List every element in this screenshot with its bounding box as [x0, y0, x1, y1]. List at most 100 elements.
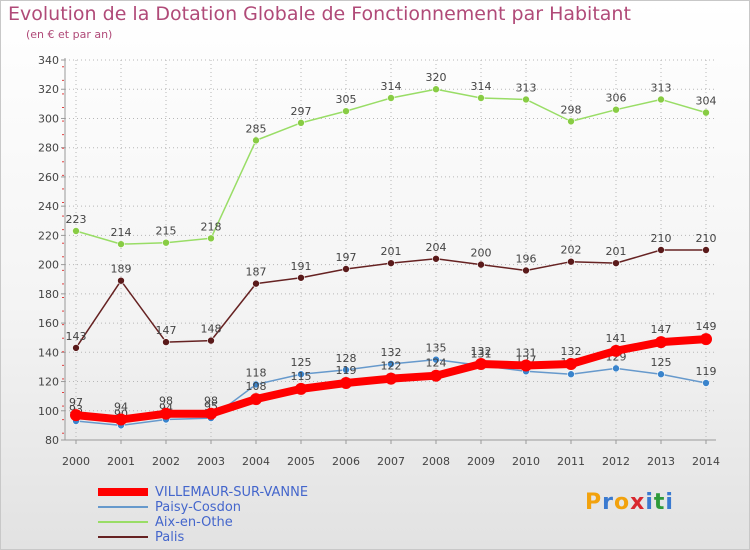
data-point-villemaur-sur-vanne — [115, 413, 127, 426]
data-point-palis — [522, 266, 530, 275]
data-label-paisy-cosdon: 119 — [696, 365, 717, 378]
data-label-paisy-cosdon: 118 — [246, 366, 267, 379]
data-label-paisy-cosdon: 128 — [336, 352, 357, 365]
data-label-villemaur-sur-vanne: 108 — [246, 380, 267, 393]
data-point-villemaur-sur-vanne — [565, 358, 577, 370]
data-point-palis — [72, 344, 80, 352]
data-point-palis — [207, 336, 215, 345]
data-label-paisy-cosdon: 135 — [426, 342, 447, 355]
legend-swatch-palis — [98, 536, 148, 538]
data-point-paisy-cosdon — [432, 355, 440, 364]
data-point-aix-en-othe — [567, 117, 575, 126]
data-point-aix-en-othe — [387, 94, 395, 102]
x-tick-label: 2007 — [377, 455, 405, 468]
logo-letter: i — [645, 490, 654, 515]
data-point-villemaur-sur-vanne — [70, 409, 82, 422]
y-tick-label: 80 — [45, 434, 59, 447]
data-point-paisy-cosdon — [297, 370, 305, 379]
data-label-villemaur-sur-vanne: 149 — [696, 320, 717, 333]
chart-title: Evolution de la Dotation Globale de Fonc… — [8, 3, 631, 25]
data-label-aix-en-othe: 320 — [426, 71, 447, 84]
data-point-paisy-cosdon — [342, 366, 350, 374]
data-label-palis: 197 — [336, 251, 357, 264]
data-point-aix-en-othe — [72, 227, 80, 235]
data-point-villemaur-sur-vanne — [385, 372, 397, 385]
data-label-palis: 191 — [291, 260, 312, 273]
data-point-villemaur-sur-vanne — [520, 359, 532, 372]
data-label-aix-en-othe: 285 — [246, 122, 267, 135]
data-point-aix-en-othe — [702, 108, 710, 117]
data-point-paisy-cosdon — [612, 364, 620, 373]
legend-label-villemaur: VILLEMAUR-SUR-VANNE — [155, 485, 309, 500]
data-point-aix-en-othe — [657, 95, 665, 104]
x-tick-label: 2006 — [332, 455, 360, 468]
data-point-palis — [657, 246, 665, 254]
x-tick-label: 2012 — [602, 455, 630, 468]
logo-letter: r — [602, 490, 614, 515]
data-point-palis — [612, 259, 620, 267]
data-label-aix-en-othe: 218 — [201, 220, 222, 233]
x-tick-label: 2013 — [647, 455, 675, 468]
data-point-paisy-cosdon — [702, 379, 710, 387]
data-point-villemaur-sur-vanne — [475, 358, 487, 370]
data-label-aix-en-othe: 314 — [381, 80, 402, 93]
data-label-paisy-cosdon: 132 — [381, 346, 402, 359]
data-point-villemaur-sur-vanne — [700, 333, 712, 346]
data-label-villemaur-sur-vanne: 115 — [291, 370, 312, 383]
data-point-villemaur-sur-vanne — [610, 344, 622, 357]
logo-letter: t — [653, 490, 666, 515]
data-label-villemaur-sur-vanne: 124 — [426, 357, 447, 370]
y-tick-label: 260 — [38, 171, 59, 184]
x-tick-label: 2004 — [242, 455, 270, 468]
data-point-villemaur-sur-vanne — [295, 382, 307, 395]
data-label-villemaur-sur-vanne: 122 — [381, 360, 402, 373]
data-point-aix-en-othe — [207, 234, 215, 243]
data-label-villemaur-sur-vanne: 141 — [606, 332, 627, 345]
data-label-palis: 210 — [651, 232, 672, 245]
data-point-aix-en-othe — [612, 105, 620, 114]
x-tick-label: 2002 — [152, 455, 180, 468]
data-label-palis: 147 — [156, 324, 177, 337]
data-label-palis: 187 — [246, 266, 267, 279]
x-tick-label: 2011 — [557, 455, 585, 468]
legend-label-palis: Palis — [155, 530, 185, 545]
data-point-aix-en-othe — [162, 238, 170, 247]
data-label-palis: 189 — [111, 263, 132, 276]
data-label-aix-en-othe: 314 — [471, 80, 492, 93]
x-tick-label: 2000 — [62, 455, 90, 468]
proxiti-logo[interactable]: Proxiti — [585, 490, 674, 515]
data-point-paisy-cosdon — [657, 370, 665, 379]
data-label-aix-en-othe: 306 — [606, 92, 627, 105]
data-point-palis — [567, 257, 575, 266]
series-aix-en-othe: 223 214 215 218 285 297 305 314 320 314 313 298 306 3… — [66, 71, 717, 248]
legend-swatch-aix-en-othe — [98, 521, 148, 523]
data-point-paisy-cosdon — [387, 360, 395, 368]
data-label-paisy-cosdon: 131 — [471, 347, 492, 360]
data-point-palis — [342, 265, 350, 273]
data-label-palis: 204 — [426, 241, 447, 254]
data-label-villemaur-sur-vanne: 132 — [561, 345, 582, 358]
data-point-palis — [387, 259, 395, 267]
data-point-aix-en-othe — [342, 107, 350, 115]
data-label-palis: 196 — [516, 252, 537, 265]
data-label-palis: 210 — [696, 232, 717, 245]
x-tick-label: 2003 — [197, 455, 225, 468]
data-label-palis: 148 — [201, 323, 222, 336]
series-palis: 143 189 147 148 187 191 197 201 204 200 196 202 201 2… — [66, 232, 717, 352]
data-label-aix-en-othe: 297 — [291, 105, 312, 118]
logo-letter: i — [665, 490, 674, 515]
y-tick-label: 220 — [38, 229, 59, 242]
data-label-villemaur-sur-vanne: 97 — [69, 396, 83, 409]
logo-letter: P — [585, 490, 603, 515]
data-point-villemaur-sur-vanne — [250, 393, 262, 406]
data-point-palis — [252, 279, 260, 288]
legend-label-paisy-cosdon: Paisy-Cosdon — [155, 500, 242, 515]
y-tick-label: 160 — [38, 317, 59, 330]
data-label-villemaur-sur-vanne: 94 — [114, 401, 128, 414]
data-label-villemaur-sur-vanne: 98 — [159, 395, 173, 408]
y-tick-label: 140 — [38, 346, 59, 359]
data-label-villemaur-sur-vanne: 132 — [471, 345, 492, 358]
data-label-aix-en-othe: 304 — [696, 95, 717, 108]
data-point-aix-en-othe — [477, 94, 485, 102]
